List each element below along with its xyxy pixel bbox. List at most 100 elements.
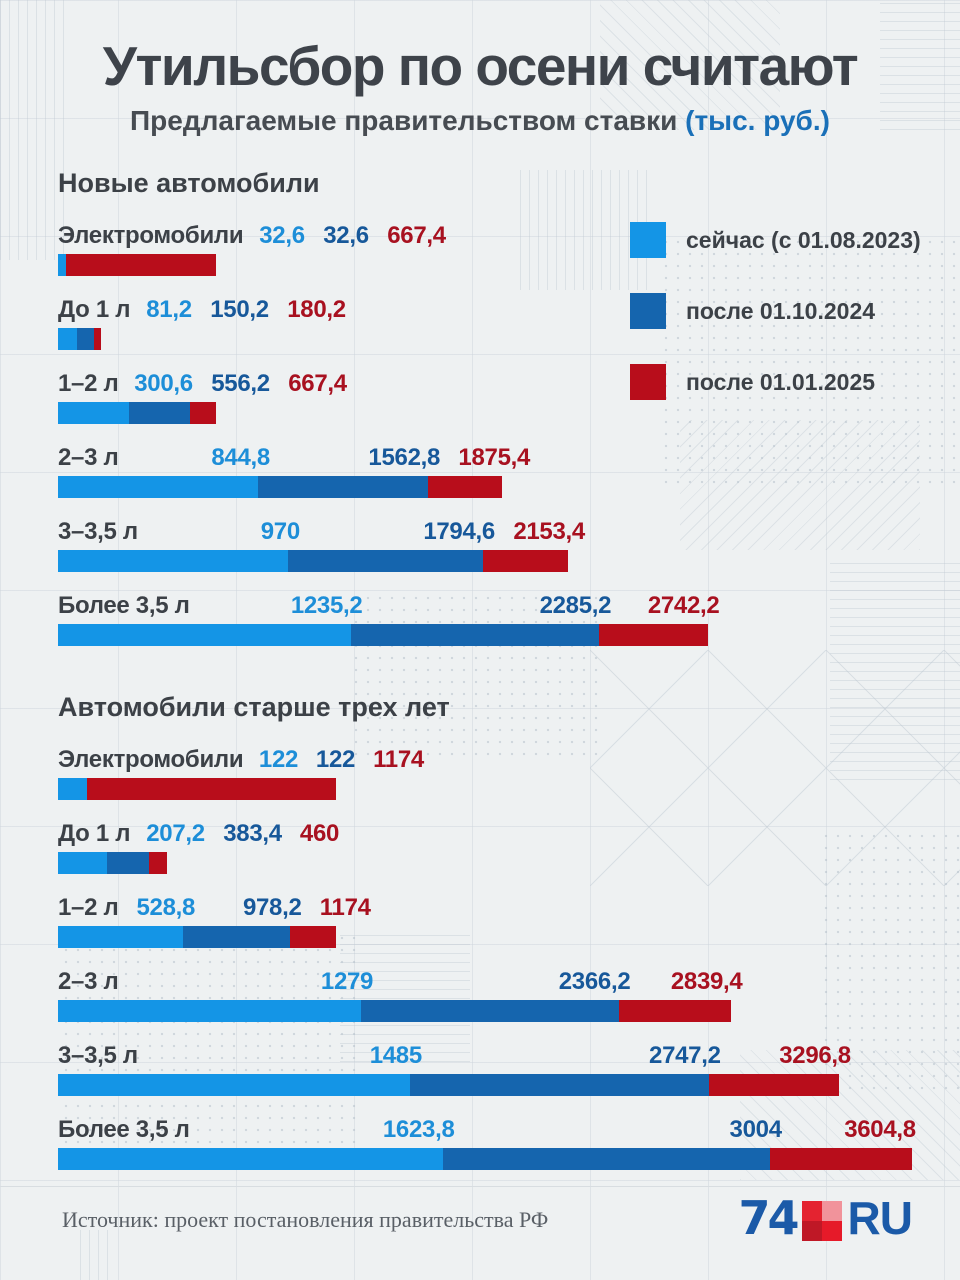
background-pattern — [820, 830, 960, 1090]
subtitle-text: Предлагаемые правительством ставки — [130, 105, 678, 136]
chart-section: Автомобили старше трех лет Электромобили… — [58, 692, 916, 1190]
row-value-after-2024: 122 — [315, 746, 356, 773]
row-label: 3–3,5 л — [58, 1042, 138, 1069]
bar-segment-after-2025 — [483, 550, 569, 572]
row-value-after-2025: 2153,4 — [513, 518, 585, 545]
row-value-now: 1279 — [320, 968, 374, 995]
bar-segment-after-2025 — [86, 778, 337, 800]
subtitle-unit: (тыс. руб.) — [685, 105, 830, 136]
row-label: 1–2 л — [58, 370, 119, 397]
row-value-after-2024: 383,4 — [223, 820, 282, 847]
bar-segment-now — [58, 402, 130, 424]
background-pattern — [520, 170, 650, 290]
bar — [58, 926, 912, 948]
bar-segment-after-2025 — [769, 1148, 912, 1170]
bar — [58, 328, 912, 350]
bar-segment-after-2024 — [107, 852, 149, 874]
row-value-now: 1235,2 — [290, 592, 363, 619]
row-label: Более 3,5 л — [58, 1116, 190, 1143]
background-pattern — [880, 0, 960, 130]
row-value-now: 81,2 — [146, 296, 192, 323]
chart-row: Более 3,5 л 1623,8 3004 3604,8 — [58, 1116, 916, 1190]
bar-segment-now — [58, 328, 78, 350]
chart-section: Новые автомобили Электромобили 32,6 32,6… — [58, 168, 912, 666]
bar-segment-after-2025 — [599, 624, 708, 646]
bar-segment-after-2024 — [409, 1074, 709, 1096]
legend-label: после 01.10.2024 — [686, 297, 876, 324]
bar-segment-now — [58, 852, 108, 874]
bar — [58, 550, 912, 572]
bar-segment-after-2025 — [189, 402, 217, 424]
row-value-now: 844,8 — [211, 444, 270, 471]
bar — [58, 852, 912, 874]
row-value-now: 1623,8 — [382, 1116, 455, 1143]
chart-row: Электромобили 32,6 32,6 667,4 — [58, 222, 912, 296]
row-value-after-2024: 2285,2 — [539, 592, 612, 619]
chart-row: Электромобили 122 122 1174 — [58, 746, 912, 820]
bar-segment-after-2025 — [618, 1000, 731, 1022]
chart-row: 1–2 л 300,6 556,2 667,4 — [58, 370, 912, 444]
background-pattern — [590, 650, 960, 886]
bar-segment-after-2024 — [442, 1148, 770, 1170]
background-pattern — [0, 0, 64, 260]
logo-square-quadrant — [821, 1221, 842, 1241]
legend: сейчас (с 01.08.2023) после 01.10.2024 п… — [630, 222, 921, 435]
legend-item: сейчас (с 01.08.2023) — [630, 222, 921, 258]
legend-swatch-icon — [630, 222, 666, 258]
row-value-after-2024: 1794,6 — [423, 518, 495, 545]
row-values-line: 2–3 л 1279 2366,2 2839,4 — [58, 968, 912, 998]
chart-sections: Новые автомобили Электромобили 32,6 32,6… — [58, 168, 916, 1216]
bar-segment-after-2024 — [258, 476, 429, 498]
row-value-after-2025: 3604,8 — [844, 1116, 916, 1143]
row-value-after-2025: 3296,8 — [779, 1042, 851, 1069]
row-values-line: Электромобили 122 122 1174 — [58, 746, 912, 776]
row-value-after-2024: 1562,8 — [368, 444, 441, 471]
bar-segment-now — [58, 476, 259, 498]
bar-segment-after-2025 — [65, 254, 217, 276]
row-value-after-2024: 978,2 — [242, 894, 302, 921]
bar-segment-now — [58, 1148, 443, 1170]
row-value-after-2024: 2366,2 — [558, 968, 631, 995]
bar — [58, 1000, 912, 1022]
bar-segment-after-2024 — [129, 402, 190, 424]
background-pattern — [350, 592, 600, 758]
row-value-now: 300,6 — [134, 370, 193, 397]
row-values-line: Более 3,5 л 1623,8 3004 3604,8 — [58, 1116, 916, 1146]
infographic-subtitle: Предлагаемые правительством ставки (тыс.… — [0, 105, 960, 137]
row-values-line: До 1 л 81,2 150,2 180,2 — [58, 296, 912, 326]
row-label: Более 3,5 л — [58, 592, 190, 619]
legend-label: после 01.01.2025 — [686, 368, 876, 395]
logo-ru: RU — [847, 1192, 913, 1244]
background-pattern — [680, 420, 920, 550]
row-values-line: 2–3 л 844,8 1562,8 1875,4 — [58, 444, 912, 474]
bar-segment-after-2025 — [289, 926, 337, 948]
background-pattern — [830, 560, 960, 780]
row-value-now: 122 — [258, 746, 299, 773]
row-values-line: 1–2 л 300,6 556,2 667,4 — [58, 370, 912, 400]
bar-segment-after-2025 — [148, 852, 167, 874]
section-title: Новые автомобили — [58, 168, 320, 198]
row-value-after-2024: 556,2 — [211, 370, 270, 397]
row-label: 2–3 л — [58, 444, 119, 471]
chart-row: 3–3,5 л 1485 2747,2 3296,8 — [58, 1042, 912, 1116]
background-pattern — [80, 1230, 110, 1280]
bar-segment-after-2024 — [183, 926, 290, 948]
chart-row: 2–3 л 844,8 1562,8 1875,4 — [58, 444, 912, 518]
chart-row: Более 3,5 л 1235,2 2285,2 2742,2 — [58, 592, 912, 666]
bar-segment-after-2024 — [361, 1000, 619, 1022]
row-label: 3–3,5 л — [58, 518, 138, 545]
bar-segment-now — [58, 1000, 361, 1022]
row-label: 1–2 л — [58, 894, 119, 921]
bar — [58, 624, 912, 646]
legend-label: сейчас (с 01.08.2023) — [686, 226, 921, 253]
row-value-after-2025: 1174 — [373, 746, 424, 773]
bar-segment-now — [58, 1074, 410, 1096]
bar-segment-now — [58, 550, 288, 572]
row-values-line: Более 3,5 л 1235,2 2285,2 2742,2 — [58, 592, 912, 622]
logo-square-quadrant — [821, 1201, 842, 1221]
logo-square-quadrant — [801, 1201, 822, 1221]
bar-segment-now — [58, 624, 351, 646]
row-value-after-2025: 2839,4 — [670, 968, 743, 995]
chart-row: До 1 л 207,2 383,4 460 — [58, 820, 912, 894]
